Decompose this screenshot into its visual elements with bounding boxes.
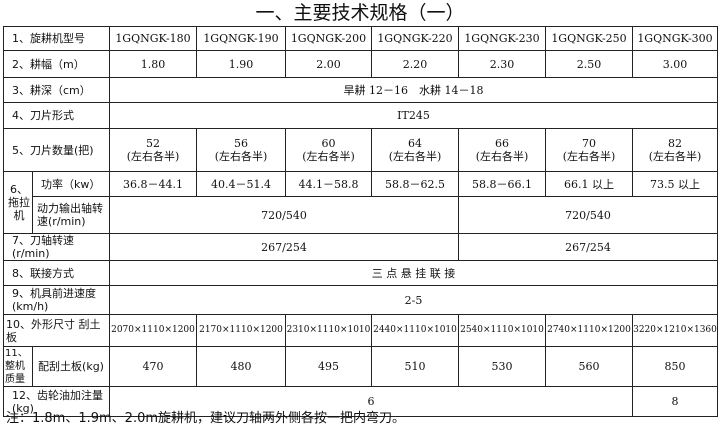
cell: 850 [632, 346, 718, 387]
cell: 36.8－44.1 [109, 171, 197, 197]
row-hitch: 8、联接方式 三 点 悬 挂 联 接 [3, 260, 718, 286]
row-gear-oil: 12、齿轮油加注量(kg) 6 8 [3, 386, 718, 417]
page-title: 一、主要技术规格（一） [255, 2, 465, 24]
cell: 720/540 [458, 196, 718, 234]
label: 9、机具前进速度(km/h) [3, 285, 110, 315]
cell: 560 [545, 346, 633, 387]
label: 10、外形尺寸 刮土板 [3, 314, 110, 347]
cell: 2310×1110×1010 [285, 314, 372, 347]
label: 11、整机质量 [3, 346, 33, 387]
cell: 1GQNGK-190 [196, 26, 286, 51]
label: 8、联接方式 [3, 260, 110, 286]
row-speed: 9、机具前进速度(km/h) 2-5 [3, 285, 718, 315]
cell: 2.00 [285, 50, 372, 78]
row-blade-count: 5、刀片数量(把) 52 (左右各半) 56 (左右各半) 60 (左右各半) 64(… [3, 128, 718, 172]
label: 5、刀片数量(把) [3, 128, 110, 172]
cell: 8 [632, 386, 718, 417]
cell: 495 [285, 346, 372, 387]
cell: 66 (左右各半) [458, 128, 546, 172]
cell: 52 (左右各半) [109, 128, 197, 172]
row-blade-type: 4、刀片形式 IT245 [3, 102, 718, 129]
cell: 1GQNGK-230 [458, 26, 546, 51]
cell: 2170×1110×1200 [196, 314, 286, 347]
cell: 2.50 [545, 50, 633, 78]
cell: 2.20 [371, 50, 459, 78]
label: 配刮土板(kg) [32, 346, 110, 387]
row-depth: 3、耕深（cm） 旱耕 12－16 水耕 14－18 [3, 77, 718, 103]
cell: 470 [109, 346, 197, 387]
cell: 2.30 [458, 50, 546, 78]
cell: 44.1－58.8 [285, 171, 372, 197]
cell: 720/540 [109, 196, 459, 234]
cell: 3.00 [632, 50, 718, 78]
cell: 1GQNGK-300 [632, 26, 718, 51]
label: 功率（kw） [32, 171, 110, 197]
cell: 6 [109, 386, 633, 417]
cell: 60 (左右各半) [285, 128, 372, 172]
row-tractor-pto: 动力输出轴转速(r/min) 720/540 720/540 [4, 196, 718, 234]
row-shaft-speed: 7、刀轴转速(r/min) 267/254 267/254 [3, 233, 718, 261]
cell: 56 (左右各半) [196, 128, 286, 172]
label: 3、耕深（cm） [3, 77, 110, 103]
row-dimensions: 10、外形尺寸 刮土板 2070×1110×1200 2170×1110×120… [3, 314, 718, 347]
cell: 480 [196, 346, 286, 387]
cell: 58.8－66.1 [458, 171, 546, 197]
row-model: 1、旋耕机型号 1GQNGK-180 1GQNGK-190 1GQNGK-200… [3, 26, 718, 51]
label: 12、齿轮油加注量(kg) [3, 386, 110, 417]
cell: 1GQNGK-220 [371, 26, 459, 51]
cell: 58.8－62.5 [371, 171, 459, 197]
row-mass: 11、整机质量 配刮土板(kg) 470 480 495 510 530 560… [3, 346, 718, 387]
cell: 2070×1110×1200 [109, 314, 197, 347]
cell: 2740×1110×1200 [545, 314, 633, 347]
row-width: 2、耕幅（m） 1.80 1.90 2.00 2.20 2.30 2.50 3.… [3, 50, 718, 78]
cell: 2-5 [109, 285, 718, 315]
cell: 66.1 以上 [545, 171, 633, 197]
cell: 40.4－51.4 [196, 171, 286, 197]
label: 4、刀片形式 [3, 102, 110, 129]
cell: 1GQNGK-250 [545, 26, 633, 51]
spec-table: 1、旋耕机型号 1GQNGK-180 1GQNGK-190 1GQNGK-200… [3, 26, 718, 417]
cell: 70 (左右各半) [545, 128, 633, 172]
label: 动力输出轴转速(r/min) [32, 196, 110, 234]
cell: 1.90 [196, 50, 286, 78]
label: 7、刀轴转速(r/min) [3, 233, 110, 261]
cell: 三 点 悬 挂 联 接 [109, 260, 718, 286]
cell: 1GQNGK-180 [109, 26, 197, 51]
cell: 2540×1110×1010 [458, 314, 546, 347]
cell: 1GQNGK-200 [285, 26, 372, 51]
cell: 旱耕 12－16 水耕 14－18 [109, 77, 718, 103]
cell: 267/254 [109, 233, 459, 261]
cell: 73.5 以上 [632, 171, 718, 197]
cell: 2440×1110×1010 [371, 314, 459, 347]
cell: 64 (左右各半) [371, 128, 459, 172]
cell: 267/254 [458, 233, 718, 261]
footnote: 注：1.8m、1.9m、2.0m旋耕机，建议刀轴两外侧各按一把内弯刀。 [6, 411, 406, 426]
cell: 510 [371, 346, 459, 387]
row-tractor-power: 6、拖拉机 功率（kw） 36.8－44.1 40.4－51.4 44.1－58… [3, 171, 718, 234]
cell: 3220×1210×1360 [632, 314, 718, 347]
cell: 82 (左右各半) [632, 128, 718, 172]
cell: 1.80 [109, 50, 197, 78]
cell: 530 [458, 346, 546, 387]
label: 2、耕幅（m） [3, 50, 110, 78]
cell: IT245 [109, 102, 718, 129]
label: 1、旋耕机型号 [3, 26, 110, 51]
label: 6、拖拉机 [3, 171, 33, 234]
